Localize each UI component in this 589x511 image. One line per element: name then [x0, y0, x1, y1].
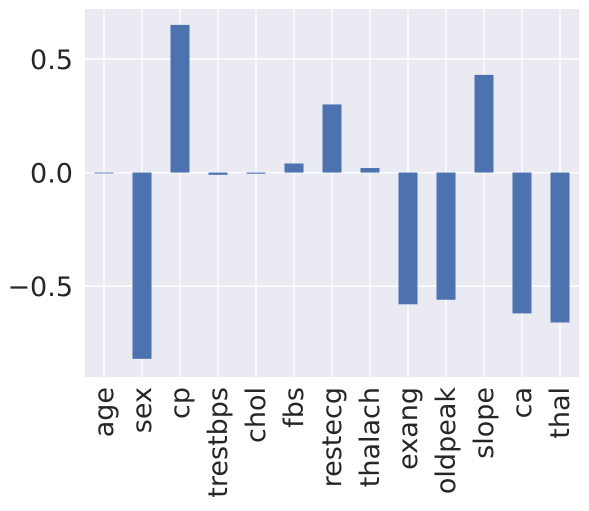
- x-tick-label: trestbps: [203, 387, 234, 498]
- x-tick-label: oldpeak: [431, 387, 462, 494]
- bar-cp: [170, 24, 190, 173]
- bars: [94, 24, 570, 359]
- x-tick-label: thalach: [355, 387, 386, 487]
- x-tick-label: age: [89, 387, 120, 437]
- x-tick-label: slope: [469, 387, 500, 459]
- bar-oldpeak: [436, 172, 456, 300]
- x-tick-label: fbs: [279, 387, 310, 428]
- bar-restecg: [322, 104, 342, 173]
- x-tick-label: exang: [393, 387, 424, 470]
- x-tick-label: thal: [545, 387, 576, 439]
- bar-fbs: [284, 163, 304, 173]
- y-tick-label: 0.5: [30, 45, 73, 76]
- bar-age: [94, 172, 114, 174]
- y-axis: 0.5 0.0 −0.5: [7, 45, 73, 303]
- bar-sex: [132, 172, 152, 359]
- y-tick-label: 0.0: [30, 159, 73, 190]
- x-tick-label: chol: [241, 387, 272, 443]
- x-tick-label: restecg: [317, 387, 348, 487]
- x-tick-label: sex: [127, 387, 158, 433]
- bar-ca: [512, 172, 532, 314]
- bar-exang: [398, 172, 418, 305]
- x-tick-label: cp: [165, 387, 196, 419]
- bar-chol: [246, 172, 266, 174]
- bar-slope: [474, 74, 494, 173]
- x-tick-label: ca: [507, 387, 538, 418]
- bar-thalach: [360, 168, 380, 173]
- bar-thal: [550, 172, 570, 323]
- bar-trestbps: [208, 172, 228, 175]
- y-tick-label: −0.5: [7, 272, 73, 303]
- x-axis: age sex cp trestbps chol fbs restecg thalach exa…: [89, 387, 576, 498]
